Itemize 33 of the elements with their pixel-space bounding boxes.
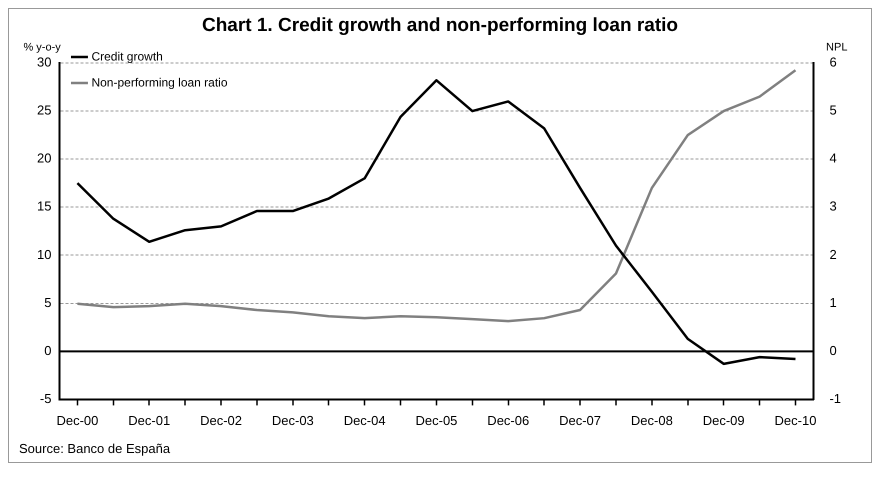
y-tick-label: 30 (36, 54, 52, 70)
y2-tick-label: 1 (829, 294, 837, 310)
chart-title: Chart 1. Credit growth and non-performing loan ratio (200, 14, 680, 37)
y2-tick-label: 4 (829, 150, 837, 166)
y2-tick-label: 0 (829, 342, 837, 358)
x-tick-label: Dec-09 (702, 412, 745, 428)
y-tick-label: 10 (36, 246, 52, 262)
y2-tick-label: -1 (829, 390, 842, 406)
x-tick-label: Dec-00 (56, 412, 98, 428)
y-tick-label: 25 (36, 102, 52, 118)
y-tick-label: 15 (36, 198, 52, 214)
x-tick-label: Dec-07 (559, 412, 602, 428)
y-tick-label: -5 (40, 390, 52, 406)
x-tick-label: Dec-05 (415, 412, 458, 428)
x-tick-label: Dec-01 (128, 412, 170, 428)
y2-tick-label: 6 (829, 54, 837, 70)
y2-axis-title: NPL (826, 42, 848, 54)
x-tick-label: Dec-06 (487, 412, 530, 428)
y-tick-label: 20 (36, 150, 52, 166)
y-axis-title: % y-o-y (23, 42, 62, 54)
y-tick-label: 5 (44, 294, 52, 310)
legend-label: Non-performing loan ratio (91, 75, 228, 90)
x-tick-label: Dec-10 (774, 412, 816, 428)
y2-tick-label: 5 (829, 102, 837, 118)
x-tick-label: Dec-02 (200, 412, 242, 428)
source-note: Source: Banco de España (18, 440, 172, 458)
y2-tick-label: 3 (829, 198, 837, 214)
x-tick-label: Dec-08 (630, 412, 673, 428)
y-tick-label: 0 (44, 342, 52, 358)
legend-label: Credit growth (91, 49, 163, 64)
x-tick-label: Dec-03 (272, 412, 314, 428)
x-tick-label: Dec-04 (344, 412, 386, 428)
y2-tick-label: 2 (829, 246, 837, 262)
